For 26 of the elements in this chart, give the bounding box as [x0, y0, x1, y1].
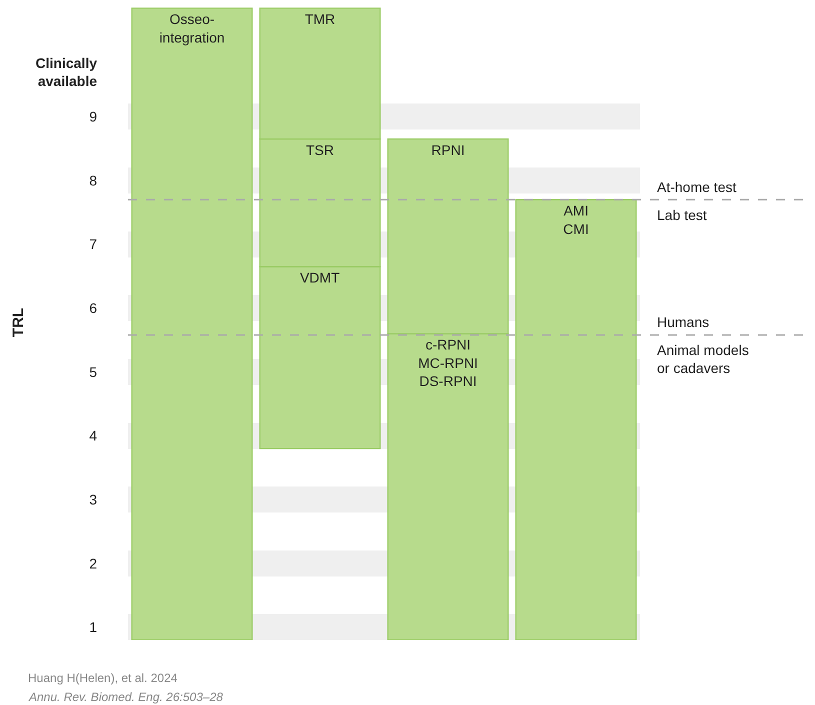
- text: At-home test: [657, 179, 736, 195]
- data-label: VDMT: [300, 270, 340, 286]
- text: Humans: [657, 314, 710, 330]
- data-label: TSR: [306, 142, 334, 158]
- y-axis-title: TRL: [10, 308, 27, 338]
- data-label: Osseo- integration: [159, 11, 225, 46]
- bar: [131, 8, 253, 640]
- y-tick-label: 6: [89, 300, 98, 316]
- text: Animal models or cadavers: [657, 342, 749, 376]
- y-tick-label: 3: [89, 492, 98, 508]
- data-label: c-RPNI MC-RPNI DS-RPNI: [418, 336, 478, 390]
- text: Annu. Rev. Biomed. Eng. 26:503–28: [28, 690, 224, 704]
- data-label: AMI CMI: [563, 202, 589, 237]
- y-tick-label: 7: [89, 236, 98, 252]
- data-label: TMR: [304, 11, 336, 28]
- y-tick-label: 4: [89, 428, 98, 444]
- y-tick-label: Clinically available: [36, 54, 98, 90]
- y-tick-label: 8: [89, 172, 98, 188]
- y-tick-label: 5: [89, 364, 98, 380]
- y-tick-label: 2: [89, 555, 98, 572]
- y-tick-label: 9: [89, 108, 98, 125]
- bar: [515, 199, 637, 640]
- data-label: RPNI: [431, 142, 465, 158]
- text: Lab test: [657, 207, 707, 223]
- y-tick-label: 1: [89, 619, 98, 636]
- text: Huang H(Helen), et al. 2024: [28, 671, 178, 685]
